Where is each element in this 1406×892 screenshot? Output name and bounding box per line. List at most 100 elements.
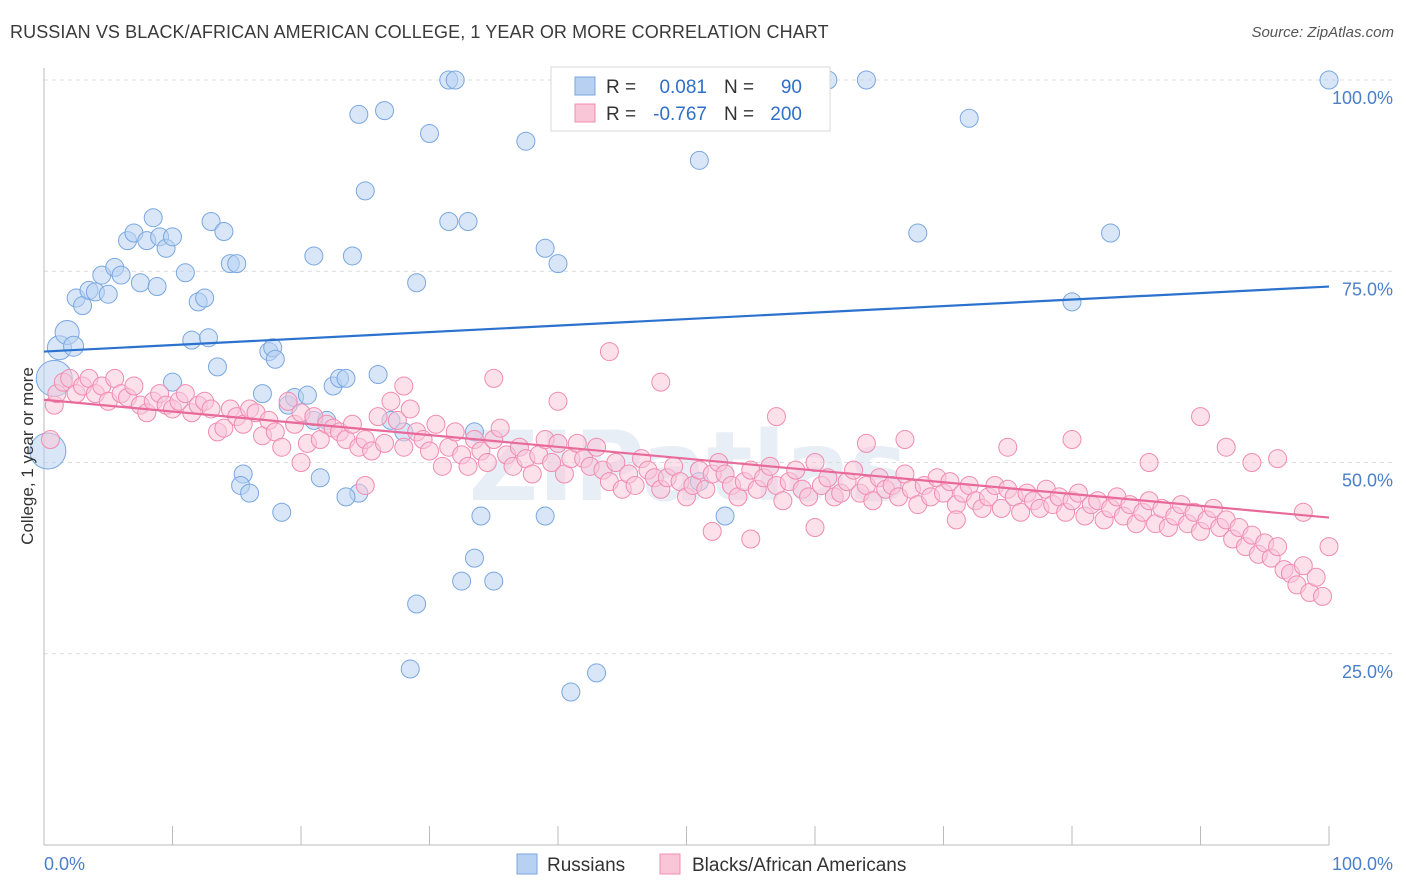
blacks-point-199 [1313,586,1333,606]
russians-trend-line [43,285,1330,353]
y-tick-label: 100.0% [1332,88,1393,108]
blacks-point-56 [394,437,414,457]
russians-point-67 [464,548,484,568]
blacks-point-205 [548,391,568,411]
legend-n-value-1: 90 [781,77,802,98]
blacks-point-220 [1242,453,1262,472]
blacks-point-126 [844,460,864,480]
russians-point-32 [163,372,182,392]
blacks-point-192 [1268,537,1288,557]
blacks-point-212 [856,433,876,453]
legend-r-value-2: -0.767 [653,104,707,125]
blacks-point-62 [432,456,452,476]
russians-point-31 [207,357,227,377]
blacks-trend-line [43,398,1330,519]
blacks-point-207 [651,372,671,392]
blacks-point-216 [1062,430,1082,450]
russians-point-89 [1319,70,1339,90]
grid-lines [44,79,1395,655]
legend-r-label-1: R = [606,77,636,98]
blacks-point-37 [272,437,292,457]
y-axis-label: College, 1 year or more [18,367,37,545]
russians-point-35 [252,384,272,404]
russians-point-52 [240,483,260,503]
russians-point-56 [368,365,388,385]
blacks-point-221 [1268,449,1288,469]
y-tick-label: 75.0% [1342,279,1393,299]
russians-point-21 [163,227,182,247]
russians-point-80 [689,150,709,170]
blacks-point-129 [863,491,883,511]
blacks-point-202 [355,475,375,495]
russians-point-68 [471,506,491,526]
legend-n-label-1: N = [724,77,754,98]
blacks-point-119 [799,487,819,507]
blacks-point-28 [214,418,234,438]
blacks-point-218 [1191,407,1210,427]
series-legend-swatch-blacks [659,853,681,875]
russians-point-53 [272,502,292,522]
blacks-point-54 [381,391,401,411]
blacks-point-80 [548,433,568,453]
series-legend-label-blacks: Blacks/African Americans [692,855,906,876]
y-tick-labels: 25.0% 50.0% 75.0% 100.0% [1332,88,1393,682]
blacks-point-152 [1011,502,1031,522]
russians-point-28 [214,221,234,241]
trend-lines [43,285,1330,519]
blacks-point-208 [702,521,722,541]
russians-point-17 [143,208,163,228]
russians-point-27 [201,212,221,232]
russians-point-61 [420,124,439,144]
chart-title: RUSSIAN VS BLACK/AFRICAN AMERICAN COLLEG… [10,22,829,42]
russians-point-4 [63,335,85,357]
russians-point-54 [349,104,369,124]
russians-point-78 [587,663,607,683]
russians-point-86 [959,108,979,128]
russians-point-23 [182,330,202,350]
blacks-point-66 [458,456,478,476]
chart-source: Source: ZipAtlas.com [1251,24,1394,41]
russians-point-12 [111,265,131,285]
blacks-point-210 [766,407,786,427]
blacks-point-38 [278,391,298,411]
blacks-point-55 [387,410,407,430]
blacks-point-71 [490,418,510,438]
x-tick-label-min: 0.0% [44,854,85,874]
russians-point-15 [130,273,150,293]
blacks-point-53 [375,433,395,453]
blacks-point-214 [946,510,966,530]
blacks-point-213 [895,430,915,450]
russians-point-48 [336,368,356,388]
series-legend-swatch-russians [516,853,538,875]
russians-point-69 [484,571,504,591]
x-tick-label-max: 100.0% [1332,854,1393,874]
blacks-point-149 [991,498,1011,518]
russians-point-82 [715,506,735,526]
russians-point-22 [175,263,195,283]
blacks-point-122 [818,468,838,488]
blacks-point-196 [1293,556,1313,576]
blacks-point-69 [477,453,497,472]
stats-legend: R = 0.081 N = 90 R = -0.767 N = 200 [550,66,831,132]
blacks-point-222 [1293,502,1313,522]
blacks-point-203 [394,376,414,396]
russians-point-77 [561,682,581,702]
russians-point-84 [856,70,876,90]
russians-point-64 [445,70,465,90]
russians-point-88 [1101,223,1121,243]
x-tick-labels: 0.0% 100.0% [44,854,1393,874]
russians-point-44 [310,468,330,488]
blacks-point-219 [1216,437,1236,457]
series-legend: Russians Blacks/African Americans [516,853,906,876]
blacks-point-206 [599,342,619,362]
russians-point-65 [458,212,478,232]
blacks-point-198 [1306,567,1326,587]
russians-point-85 [908,223,928,243]
blacks-point-201 [291,453,311,472]
russians-point-70 [452,571,472,591]
russians-point-42 [304,246,324,266]
russians-point-57 [375,101,395,121]
y-tick-label: 25.0% [1342,662,1393,682]
russians-point-73 [516,131,536,151]
